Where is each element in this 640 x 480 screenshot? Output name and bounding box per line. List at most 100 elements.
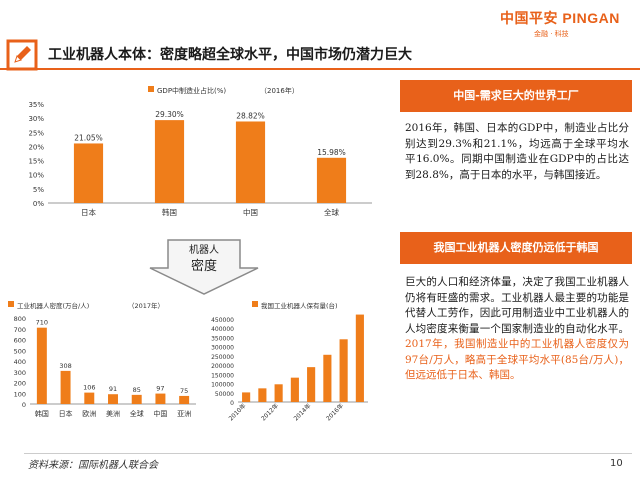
bar	[154, 120, 185, 203]
y-tick-label: 10%	[28, 172, 44, 180]
y-tick-label: 0%	[33, 200, 44, 208]
data-label: 15.98%	[317, 148, 346, 157]
data-label: 97	[156, 385, 164, 393]
x-tick-label: 欧洲	[82, 409, 96, 418]
banner-robot-density: 我国工业机器人密度仍远低于韩国	[400, 232, 632, 264]
legend-label: GDP中制造业占比(%)	[157, 86, 226, 95]
y-tick-label: 30%	[28, 115, 44, 123]
paragraph-density-text: 巨大的人口和经济体量，决定了我国工业机器人仍将有旺盛的需求。工业机器人最主要的功…	[405, 276, 629, 335]
data-label: 21.05%	[74, 133, 103, 142]
bar	[60, 370, 71, 404]
bar	[108, 394, 118, 404]
x-tick-label: 亚洲	[177, 410, 191, 418]
bar	[73, 143, 104, 203]
y-tick-label: 500	[14, 347, 26, 355]
data-label: 91	[109, 385, 117, 393]
bar	[155, 393, 166, 404]
data-label: 29.30%	[155, 110, 184, 119]
data-label: 308	[59, 362, 71, 370]
logo-text: 中国平安 PINGAN	[500, 10, 620, 26]
y-tick-label: 450000	[211, 317, 234, 324]
bar	[84, 392, 95, 404]
x-tick-label: 2014年	[292, 402, 313, 423]
x-tick-label: 韩国	[162, 207, 177, 217]
bar	[235, 121, 266, 203]
y-tick-label: 300000	[211, 345, 234, 352]
legend-label: 我国工业机器人保有量(台)	[261, 301, 338, 310]
bar	[258, 388, 267, 402]
y-tick-label: 0	[230, 400, 234, 407]
bar	[307, 367, 316, 402]
paragraph-density-highlight: 2017年，我国制造业中的工业机器人密度仅为97台/万人，略高于全球平均水平(8…	[405, 338, 629, 381]
y-tick-label: 250000	[211, 354, 234, 361]
bar	[316, 157, 347, 203]
banner-china-demand: 中国-需求巨大的世界工厂	[400, 80, 632, 112]
chart-annotation: （2016年）	[260, 86, 299, 95]
title-divider	[0, 68, 640, 70]
y-tick-label: 400	[14, 358, 26, 366]
y-tick-label: 800	[14, 315, 26, 323]
bar	[339, 339, 348, 402]
x-tick-label: 2016年	[324, 402, 345, 423]
bar	[323, 354, 332, 402]
y-tick-label: 150000	[211, 372, 234, 379]
density-arrow: 机器人 密度	[146, 238, 262, 296]
legend-label: 工业机器人密度(万台/人)	[17, 301, 89, 310]
data-label: 28.82%	[236, 111, 265, 120]
y-tick-label: 700	[14, 326, 26, 334]
legend-swatch	[252, 301, 258, 307]
bar	[290, 377, 299, 402]
x-tick-label: 美洲	[106, 409, 120, 418]
down-arrow-icon	[149, 239, 259, 295]
bar	[131, 394, 142, 404]
y-tick-label: 100000	[211, 382, 234, 389]
footer-divider	[24, 453, 632, 454]
bar	[274, 384, 283, 402]
bar	[355, 314, 364, 402]
pencil-icon	[6, 39, 38, 71]
y-tick-label: 350000	[211, 335, 234, 342]
bar	[242, 392, 251, 402]
legend-swatch	[148, 86, 154, 92]
x-tick-label: 全球	[130, 409, 144, 418]
y-tick-label: 35%	[28, 101, 44, 109]
x-tick-label: 中国	[153, 409, 167, 418]
bar	[179, 395, 190, 404]
y-tick-label: 20%	[28, 143, 44, 151]
x-tick-label: 日本	[81, 207, 96, 217]
page-number: 10	[610, 458, 623, 469]
robot-stock-chart: 我国工业机器人保有量(台) 0 50000 100000 150000 200000 250…	[211, 301, 368, 423]
page-title: 工业机器人本体：密度略超全球水平，中国市场仍潜力巨大	[48, 47, 412, 63]
y-tick-label: 200	[14, 380, 26, 388]
data-label: 710	[36, 319, 48, 327]
x-tick-label: 2012年	[259, 402, 280, 423]
source-note: 资料来源：国际机器人联合会	[28, 460, 158, 471]
arrow-label-line1: 机器人	[189, 245, 219, 256]
y-tick-label: 400000	[211, 326, 234, 333]
legend-swatch	[8, 301, 14, 307]
y-tick-label: 25%	[28, 129, 44, 137]
arrow-label-line2: 密度	[190, 259, 217, 274]
y-tick-label: 300	[14, 369, 26, 377]
chart-annotation: （2017年）	[128, 301, 164, 310]
x-tick-label: 全球	[324, 207, 339, 217]
paragraph-density: 巨大的人口和经济体量，决定了我国工业机器人仍将有旺盛的需求。工业机器人最主要的功…	[405, 275, 629, 384]
bar	[36, 327, 47, 404]
y-tick-label: 15%	[28, 158, 44, 166]
y-tick-label: 50000	[215, 391, 234, 398]
robot-density-chart: 工业机器人密度(万台/人) （2017年） 0 100 200 300 400 500 600 7…	[8, 301, 196, 418]
y-tick-label: 0	[22, 401, 26, 409]
gdp-manufacturing-chart: GDP中制造业占比(%) （2016年） 0% 5% 10% 15% 20% 25% 30% 35…	[28, 86, 372, 217]
y-tick-label: 600	[14, 337, 26, 345]
x-tick-label: 中国	[243, 207, 258, 217]
data-label: 106	[83, 384, 95, 392]
data-label: 75	[180, 387, 188, 395]
y-tick-label: 100	[14, 390, 26, 398]
logo-subtext: 金融 · 科技	[534, 30, 569, 38]
pingan-logo: 中国平安 PINGAN 金融 · 科技	[500, 8, 630, 38]
y-tick-label: 5%	[33, 186, 44, 194]
paragraph-gdp: 2016年，韩国、日本的GDP中，制造业占比分别达到29.3%和21.1%，均远…	[405, 122, 629, 181]
data-label: 85	[133, 386, 141, 394]
y-tick-label: 200000	[211, 363, 234, 370]
